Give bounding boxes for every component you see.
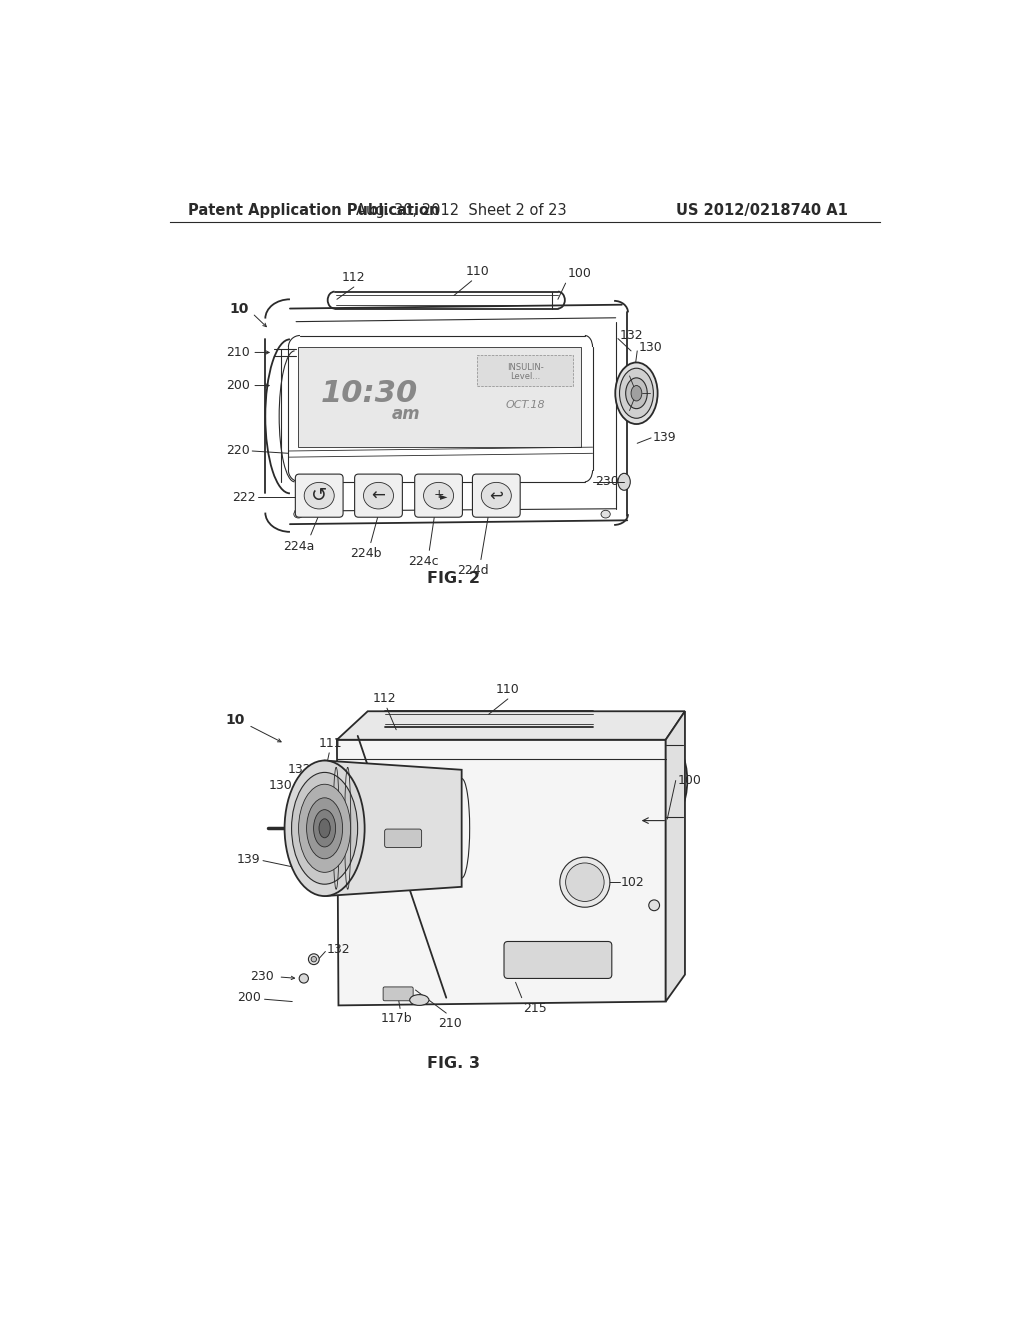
Ellipse shape [649, 900, 659, 911]
Ellipse shape [313, 809, 336, 847]
Text: 210: 210 [438, 1016, 462, 1030]
Polygon shape [666, 711, 685, 1002]
Text: ↺: ↺ [311, 486, 328, 506]
Ellipse shape [631, 385, 642, 401]
Text: 224a: 224a [283, 540, 314, 553]
Text: 117b: 117b [380, 1011, 412, 1024]
Text: Patent Application Publication: Patent Application Publication [188, 203, 440, 218]
Text: 112: 112 [342, 271, 366, 284]
Text: US 2012/0218740 A1: US 2012/0218740 A1 [676, 203, 848, 218]
Text: 200: 200 [238, 991, 261, 1005]
Text: ►: ► [440, 491, 447, 500]
Text: 10: 10 [229, 301, 249, 315]
Text: FIG. 3: FIG. 3 [427, 1056, 480, 1071]
Text: 112: 112 [373, 692, 396, 705]
Text: ←: ← [372, 487, 385, 504]
Text: 224d: 224d [458, 564, 489, 577]
Text: 130: 130 [268, 779, 292, 792]
Text: 139: 139 [237, 853, 260, 866]
Ellipse shape [424, 482, 454, 510]
Ellipse shape [565, 863, 604, 902]
Text: 220: 220 [226, 445, 250, 458]
Text: Aug. 30, 2012  Sheet 2 of 23: Aug. 30, 2012 Sheet 2 of 23 [356, 203, 567, 218]
Polygon shape [337, 739, 666, 1006]
Text: 230: 230 [595, 475, 618, 488]
FancyBboxPatch shape [295, 474, 343, 517]
Text: 224b: 224b [349, 548, 381, 560]
Ellipse shape [615, 363, 657, 424]
Text: 210: 210 [226, 346, 250, 359]
Text: +: + [433, 487, 443, 500]
Text: FIG. 2: FIG. 2 [427, 570, 480, 586]
Ellipse shape [306, 797, 343, 859]
Text: 224c: 224c [408, 554, 438, 568]
FancyBboxPatch shape [504, 941, 611, 978]
FancyBboxPatch shape [385, 829, 422, 847]
Text: 10:30: 10:30 [321, 379, 418, 408]
Text: INSULIN-: INSULIN- [507, 363, 544, 371]
Text: OCT.18: OCT.18 [506, 400, 546, 409]
Text: 130: 130 [639, 342, 663, 354]
Ellipse shape [292, 772, 357, 884]
Text: 110: 110 [496, 682, 520, 696]
Text: 132: 132 [327, 944, 350, 957]
Bar [477, 355, 573, 385]
Ellipse shape [410, 995, 429, 1006]
Ellipse shape [560, 857, 610, 907]
Polygon shape [325, 760, 462, 896]
Text: 102: 102 [621, 875, 645, 888]
Ellipse shape [617, 474, 631, 490]
FancyBboxPatch shape [354, 474, 402, 517]
FancyBboxPatch shape [472, 474, 520, 517]
Text: 100: 100 [568, 267, 592, 280]
Text: 200: 200 [226, 379, 250, 392]
Ellipse shape [364, 482, 393, 510]
FancyBboxPatch shape [383, 987, 413, 1001]
Text: 215: 215 [523, 1002, 547, 1015]
Ellipse shape [626, 378, 647, 409]
Ellipse shape [308, 954, 319, 965]
Text: 139: 139 [652, 432, 676, 445]
Ellipse shape [285, 760, 365, 896]
Polygon shape [337, 711, 685, 739]
Ellipse shape [319, 818, 330, 838]
Text: 132: 132 [288, 763, 311, 776]
Ellipse shape [299, 784, 350, 873]
Ellipse shape [481, 482, 511, 510]
Text: ↩: ↩ [489, 487, 503, 504]
Text: 100: 100 [677, 774, 701, 787]
Ellipse shape [304, 482, 334, 510]
Ellipse shape [601, 511, 610, 517]
Ellipse shape [294, 511, 303, 517]
Text: 117a: 117a [318, 838, 350, 851]
Text: 230: 230 [250, 970, 273, 982]
Text: am: am [392, 405, 421, 422]
Text: 222: 222 [232, 491, 256, 504]
Ellipse shape [620, 368, 653, 418]
Text: 132: 132 [620, 329, 643, 342]
Ellipse shape [299, 974, 308, 983]
Ellipse shape [311, 957, 316, 962]
Bar [298, 347, 581, 447]
Text: 10: 10 [225, 714, 245, 727]
Text: Level...: Level... [510, 372, 541, 380]
Text: 110: 110 [465, 265, 488, 277]
FancyBboxPatch shape [415, 474, 463, 517]
Text: 111: 111 [318, 737, 343, 750]
